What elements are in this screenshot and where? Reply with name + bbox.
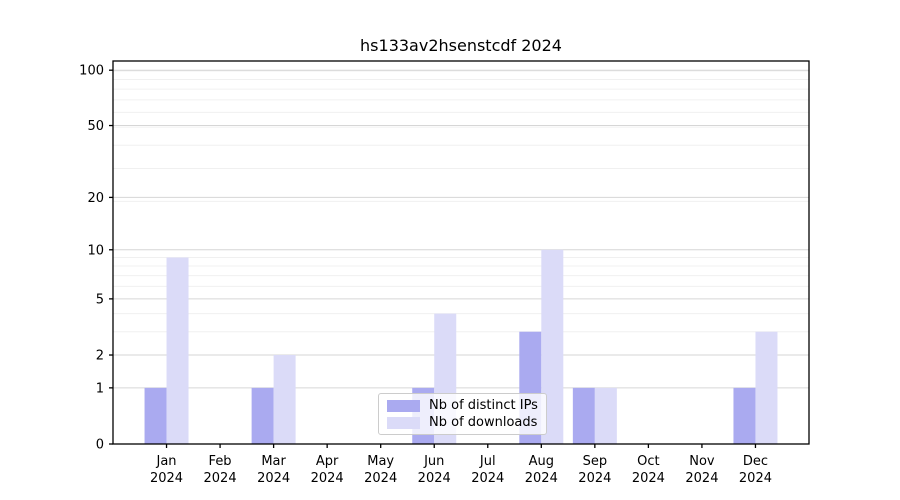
x-tick-label-month-jun: Jun: [423, 454, 444, 469]
x-tick-label-year-sep: 2024: [578, 471, 611, 486]
bar-downloads-sep: [594, 387, 617, 444]
x-tick-label-year-jun: 2024: [418, 471, 451, 486]
x-tick-label-month-sep: Sep: [583, 454, 608, 469]
y-tick-label-10: 10: [87, 243, 104, 258]
y-tick-label-5: 5: [96, 292, 104, 307]
x-tick-label-month-mar: Mar: [261, 454, 286, 469]
legend-item-downloads: Nb of downloads: [387, 415, 540, 430]
plot-border: [112, 60, 810, 445]
x-tick-label-month-jul: Jul: [479, 454, 496, 469]
chart-title: hs133av2hsenstcdf 2024: [360, 36, 562, 55]
legend-swatch-distinct-ips: [387, 399, 420, 412]
x-tick-label-year-jan: 2024: [150, 471, 183, 486]
legend-label-distinct-ips: Nb of distinct IPs: [429, 398, 538, 413]
x-tick-label-year-aug: 2024: [525, 471, 558, 486]
bar-distinct-ips-mar: [251, 387, 274, 444]
x-tick-label-year-mar: 2024: [257, 471, 290, 486]
x-tick-label-month-jan: Jan: [156, 454, 177, 469]
y-tick-label-20: 20: [87, 191, 104, 206]
legend-item-distinct-ips: Nb of distinct IPs: [387, 398, 540, 413]
y-tick-label-1: 1: [96, 381, 104, 396]
bar-downloads-dec: [755, 331, 778, 444]
legend-label-downloads: Nb of downloads: [429, 415, 538, 430]
bar-downloads-mar: [273, 355, 296, 444]
bar-distinct-ips-dec: [733, 387, 756, 444]
y-tick-label-50: 50: [87, 119, 104, 134]
x-tick-label-year-oct: 2024: [632, 471, 665, 486]
bar-distinct-ips-jan: [144, 387, 167, 444]
x-tick-label-year-nov: 2024: [685, 471, 718, 486]
x-tick-label-month-apr: Apr: [316, 454, 339, 469]
bar-downloads-jan: [166, 257, 189, 444]
x-tick-label-month-may: May: [367, 454, 394, 469]
x-tick-label-month-aug: Aug: [529, 454, 554, 469]
x-tick-label-month-nov: Nov: [689, 454, 715, 469]
x-tick-label-year-feb: 2024: [204, 471, 237, 486]
x-tick-label-year-may: 2024: [364, 471, 397, 486]
x-tick-label-year-dec: 2024: [739, 471, 772, 486]
x-tick-label-year-apr: 2024: [311, 471, 344, 486]
y-tick-label-100: 100: [79, 64, 104, 79]
legend: Nb of distinct IPs Nb of downloads: [378, 393, 547, 435]
x-tick-label-year-jul: 2024: [471, 471, 504, 486]
y-tick-label-0: 0: [96, 438, 104, 453]
x-tick-label-month-feb: Feb: [209, 454, 232, 469]
y-tick-label-2: 2: [96, 349, 104, 364]
bar-distinct-ips-sep: [572, 387, 595, 444]
x-tick-label-month-dec: Dec: [743, 454, 768, 469]
x-tick-label-month-oct: Oct: [637, 454, 659, 469]
legend-swatch-downloads: [387, 416, 420, 429]
